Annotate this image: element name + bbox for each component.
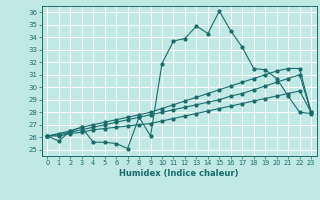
X-axis label: Humidex (Indice chaleur): Humidex (Indice chaleur) [119, 169, 239, 178]
